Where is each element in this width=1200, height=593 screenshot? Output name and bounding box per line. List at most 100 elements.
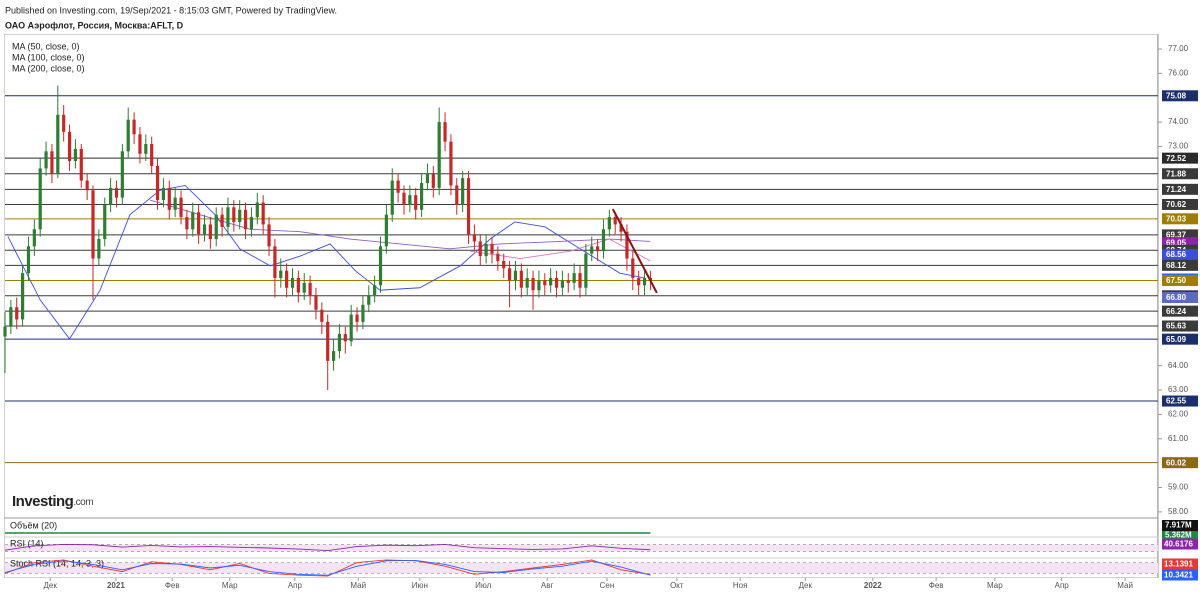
candle-body	[320, 309, 324, 322]
price-label: 66.80	[1166, 293, 1187, 302]
candle-body	[584, 253, 588, 288]
candle-body	[437, 122, 441, 188]
price-label: 67.50	[1166, 276, 1187, 285]
candle-body	[44, 151, 48, 169]
candle-body	[625, 231, 629, 259]
candle-body	[15, 307, 19, 320]
candle-body	[455, 185, 459, 205]
candle-body	[384, 214, 388, 247]
candle-body	[331, 351, 336, 361]
value-box	[1162, 520, 1198, 531]
x-tick-label: Фев	[165, 581, 180, 590]
candle-body	[355, 314, 359, 322]
candle-body	[243, 209, 248, 230]
candle-body	[120, 151, 124, 198]
legend-entry: MA (100, close, 0)	[12, 52, 85, 62]
candle-body	[513, 270, 518, 281]
price-label: 72.52	[1166, 154, 1187, 163]
price-label-box	[1162, 152, 1198, 164]
price-label-box	[1162, 320, 1198, 332]
value-box	[1162, 569, 1198, 581]
candle-body	[472, 234, 476, 242]
moving-average	[7, 184, 645, 340]
candle-body	[326, 321, 330, 361]
price-label: 69.05	[1166, 238, 1187, 247]
panel-label: RSI (14)	[10, 538, 44, 548]
candle-body	[79, 148, 83, 181]
candle-body	[408, 195, 412, 205]
candle-body	[62, 114, 66, 132]
value-label: 13.1391	[1164, 560, 1193, 569]
x-tick-label: Апр	[288, 581, 303, 590]
candle-body	[109, 187, 113, 205]
price-label: 75.08	[1166, 91, 1187, 100]
candle-body	[226, 207, 230, 227]
price-label-box	[1162, 249, 1198, 261]
price-label-box	[1162, 457, 1198, 469]
candle-body	[554, 278, 559, 288]
candle-body	[26, 246, 31, 274]
y-tick-label: 62.00	[1168, 410, 1189, 419]
price-label-box	[1162, 274, 1198, 286]
price-label-box	[1162, 183, 1198, 195]
price-label: 71.88	[1166, 169, 1187, 178]
candle-body	[607, 217, 611, 230]
candle-body	[73, 148, 78, 162]
price-label: 71.24	[1166, 185, 1187, 194]
price-label-box	[1162, 237, 1198, 249]
candle-body	[443, 122, 447, 142]
candle-body	[144, 144, 148, 154]
candle-body	[642, 278, 647, 286]
x-tick-label: 2021	[107, 581, 125, 590]
candle-body	[279, 270, 283, 279]
x-tick-label: Авг	[541, 581, 554, 590]
price-label: 68.12	[1166, 261, 1187, 270]
candle-body	[613, 217, 617, 225]
price-label: 65.63	[1166, 322, 1187, 331]
candle-body	[560, 280, 564, 288]
candle-body	[361, 304, 365, 322]
y-tick-label: 77.00	[1168, 44, 1189, 53]
candle-body	[531, 278, 535, 291]
candle-body	[525, 278, 529, 288]
candle-body	[519, 270, 523, 288]
x-tick-label: Май	[350, 581, 366, 590]
indicator-line	[4, 559, 651, 577]
candle-body	[314, 295, 318, 310]
source: Published on Investing.com, 19/Sep/2021 …	[5, 5, 337, 15]
candle-body	[191, 212, 195, 230]
candle-body	[126, 119, 130, 152]
candle-body	[167, 187, 171, 210]
price-label-box	[1162, 305, 1198, 317]
candle-body	[572, 273, 576, 283]
candle-body	[214, 214, 218, 240]
value-box	[1162, 538, 1198, 550]
x-tick-label: Мар	[222, 581, 238, 590]
candle-body	[161, 187, 166, 201]
candle-body	[302, 282, 306, 293]
x-tick-label: Фев	[929, 581, 944, 590]
candle-body	[261, 202, 265, 225]
price-label-box	[1162, 213, 1198, 225]
candle-body	[596, 246, 600, 252]
price-label-box	[1162, 198, 1198, 210]
candle-body	[637, 278, 641, 286]
x-tick-label: Июн	[412, 581, 428, 590]
x-tick-label: Ноя	[733, 581, 748, 590]
candle-body	[590, 246, 594, 254]
candle-body	[267, 224, 271, 247]
candle-body	[484, 243, 488, 257]
candle-body	[490, 243, 494, 254]
price-label: 60.02	[1166, 458, 1187, 467]
candle-body	[3, 326, 7, 337]
x-tick-label: 2022	[864, 581, 882, 590]
price-label-box	[1162, 90, 1198, 102]
candle-body	[449, 141, 453, 186]
candle-body	[155, 165, 160, 201]
band-fill	[5, 562, 1158, 574]
candle-body	[402, 192, 406, 205]
candle-body	[285, 270, 289, 288]
candle-body	[32, 229, 36, 247]
